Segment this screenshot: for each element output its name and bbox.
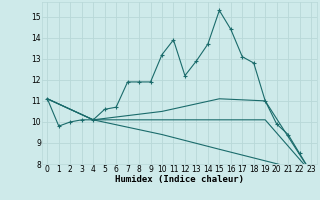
X-axis label: Humidex (Indice chaleur): Humidex (Indice chaleur): [115, 175, 244, 184]
